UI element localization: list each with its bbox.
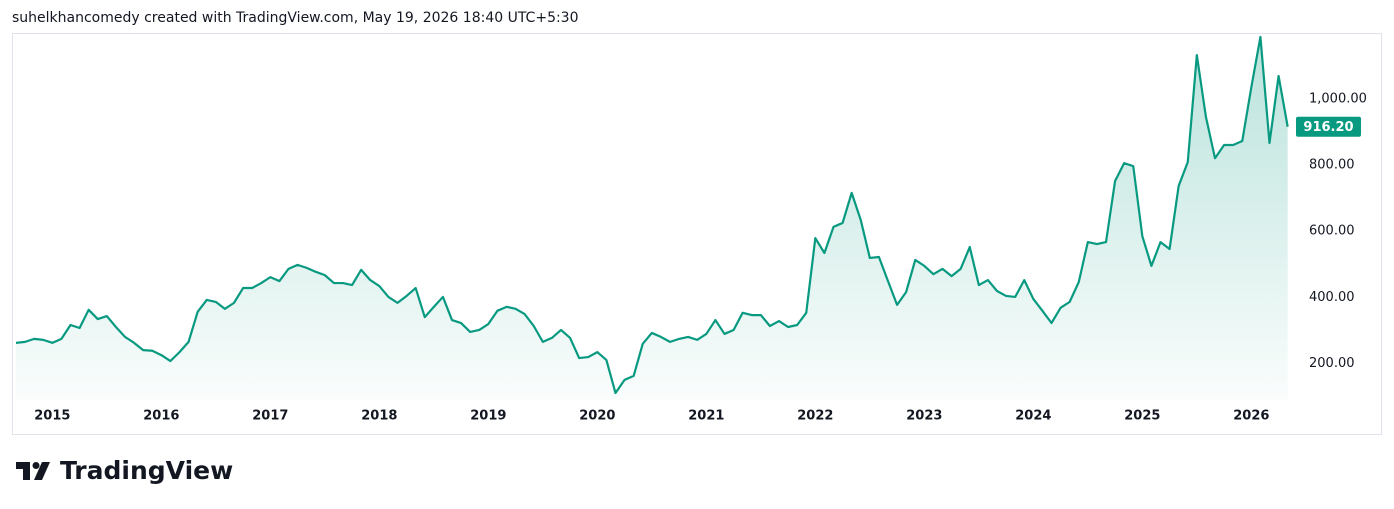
x-tick-label: 2026 bbox=[1233, 409, 1269, 424]
x-tick-label: 2016 bbox=[143, 409, 179, 424]
y-tick-label: 400.00 bbox=[1309, 290, 1355, 305]
x-tick-label: 2024 bbox=[1015, 409, 1051, 424]
brand-name: TradingView bbox=[60, 456, 233, 485]
logo-mark bbox=[16, 462, 30, 480]
area-fill bbox=[16, 36, 1288, 401]
header-caption: suhelkhancomedy created with TradingView… bbox=[12, 10, 579, 26]
x-tick-label: 2015 bbox=[34, 409, 70, 424]
x-tick-label: 2022 bbox=[797, 409, 833, 424]
y-tick-label: 800.00 bbox=[1309, 158, 1355, 173]
y-tick-label: 1,000.00 bbox=[1309, 92, 1367, 107]
y-tick-label: 600.00 bbox=[1309, 224, 1355, 239]
last-price-badge bbox=[1296, 116, 1361, 137]
x-tick-label: 2017 bbox=[252, 409, 288, 424]
last-price-label: 916.20 bbox=[1303, 120, 1353, 135]
chart-frame bbox=[12, 33, 1382, 435]
logo-slash bbox=[34, 462, 50, 480]
brand-logo bbox=[16, 462, 50, 480]
x-tick-label: 2020 bbox=[579, 409, 615, 424]
y-tick-label: 200.00 bbox=[1309, 356, 1355, 371]
x-tick-label: 2023 bbox=[906, 409, 942, 424]
x-tick-label: 2021 bbox=[688, 409, 724, 424]
logo-dot bbox=[32, 462, 40, 469]
x-tick-label: 2019 bbox=[470, 409, 506, 424]
x-tick-label: 2018 bbox=[361, 409, 397, 424]
price-line bbox=[15, 35, 1289, 395]
x-tick-label: 2025 bbox=[1124, 409, 1160, 424]
